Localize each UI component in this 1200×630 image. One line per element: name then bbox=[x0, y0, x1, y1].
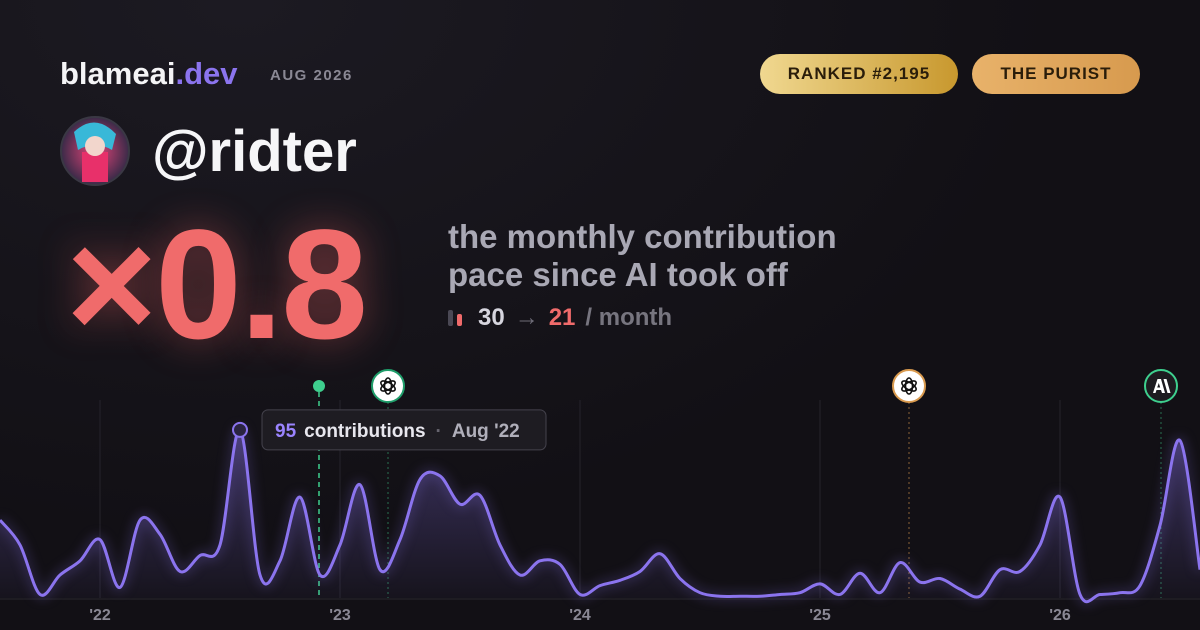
description-line: the monthly contribution bbox=[448, 218, 837, 255]
event-dot bbox=[313, 380, 325, 392]
tooltip-part: · bbox=[436, 421, 442, 442]
tooltip-box bbox=[261, 409, 547, 451]
tooltip-part: contributions bbox=[304, 421, 425, 442]
pace-stats: 30 → 21 / month bbox=[448, 304, 672, 332]
unit: / month bbox=[585, 304, 673, 331]
after: 21 bbox=[548, 304, 576, 331]
x-tick-label: '22 bbox=[89, 607, 111, 624]
area bbox=[0, 429, 1200, 602]
multiplier: ×0.8 bbox=[66, 198, 368, 372]
tooltip-text: 95 contributions · Aug '22 bbox=[275, 421, 520, 442]
pace-icon bbox=[448, 310, 462, 326]
date: AUG 2026 bbox=[270, 67, 353, 84]
tooltip-part: Aug '22 bbox=[452, 421, 520, 442]
arrow: → bbox=[514, 304, 539, 331]
highlight-point bbox=[232, 421, 248, 438]
description: the monthly contribution pace since AI t… bbox=[448, 218, 837, 294]
x-tick-label: '25 bbox=[809, 607, 831, 624]
x-tick-label: '26 bbox=[1049, 607, 1071, 624]
tooltip: 95 contributions · Aug '22 bbox=[261, 409, 547, 451]
tooltip-part: 95 bbox=[275, 421, 297, 442]
x-tick-label: '23 bbox=[329, 607, 351, 624]
anthropic-icon bbox=[1144, 369, 1178, 403]
username: @ridter bbox=[152, 119, 357, 184]
description-line: pace since AI took off bbox=[448, 256, 788, 293]
brand: blameai.dev bbox=[60, 56, 237, 92]
openai-icon bbox=[892, 369, 926, 403]
before: 30 bbox=[478, 304, 505, 331]
avatar bbox=[60, 116, 130, 186]
x-tick-label: '24 bbox=[569, 607, 591, 624]
brand-suffix: .dev bbox=[175, 56, 238, 91]
events bbox=[313, 369, 1178, 598]
brand-name: blameai bbox=[60, 56, 176, 91]
openai-icon bbox=[371, 369, 405, 403]
rank-badge: RANKED #2,195 bbox=[760, 54, 958, 94]
line bbox=[0, 428, 1200, 604]
persona-badge: THE PURIST bbox=[972, 54, 1140, 94]
